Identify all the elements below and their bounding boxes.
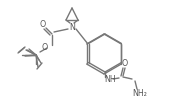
Text: N: N xyxy=(69,22,75,31)
Text: NH: NH xyxy=(104,76,116,85)
Text: O: O xyxy=(122,59,128,68)
Text: NH₂: NH₂ xyxy=(133,89,147,99)
Text: O: O xyxy=(40,19,46,28)
Text: O: O xyxy=(42,42,48,51)
